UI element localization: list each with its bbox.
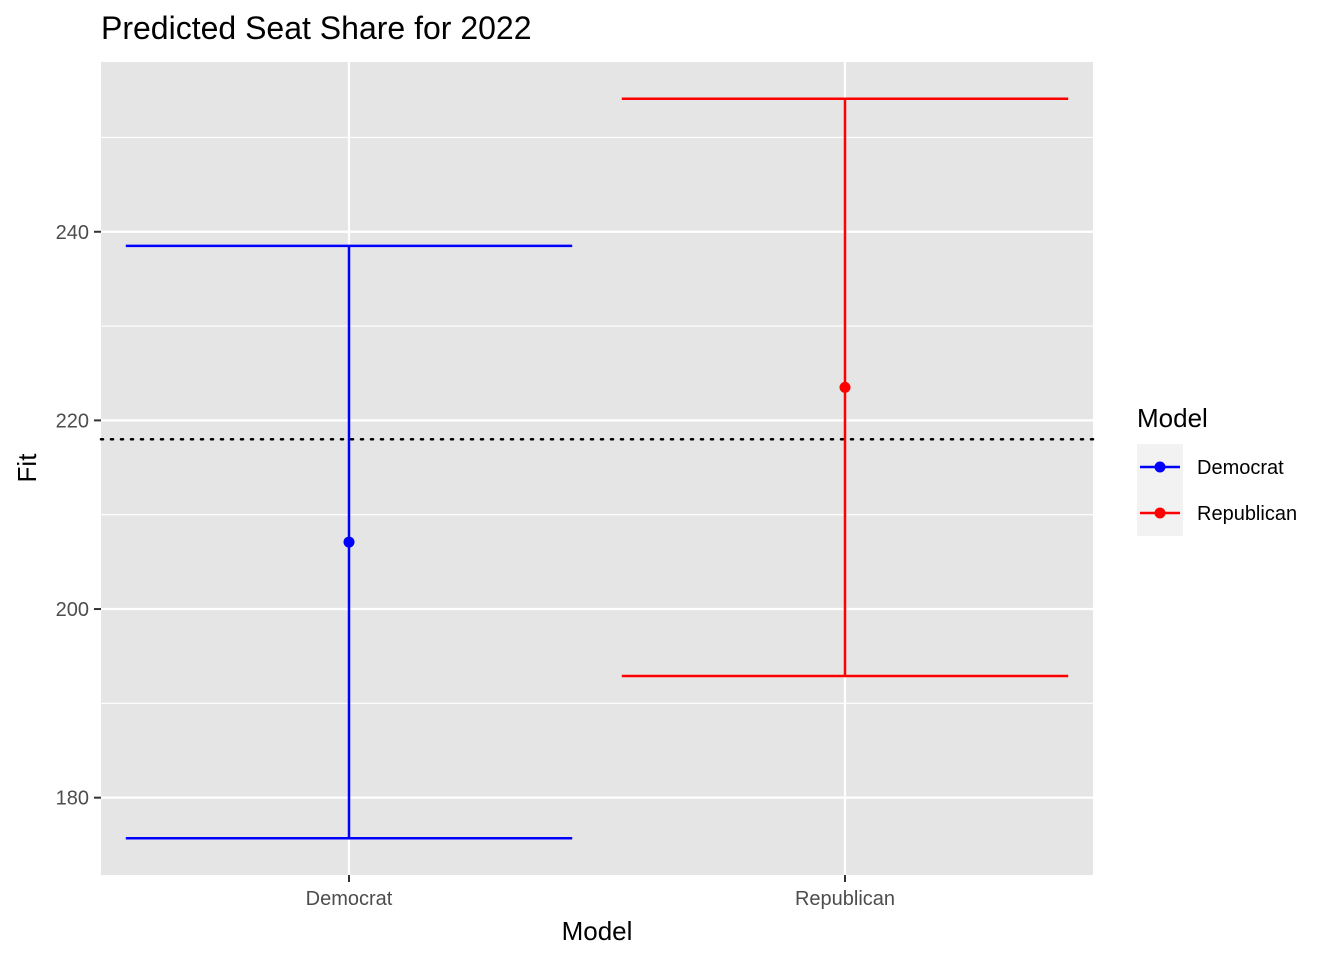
grid-minor <box>101 136 1093 704</box>
errorbar-democrat <box>125 244 573 840</box>
x-axis: Democrat Republican <box>306 875 895 910</box>
legend-entries: Democrat Republican <box>1140 457 1297 525</box>
legend: Model Democrat Republican <box>1137 403 1297 536</box>
legend-key-point <box>1154 461 1166 473</box>
plot-panel <box>101 62 1093 875</box>
legend-entry-republican: Republican <box>1140 503 1297 525</box>
y-axis-title: Fit <box>12 453 42 483</box>
y-tick-label: 180 <box>56 788 89 810</box>
y-tick-label: 220 <box>56 410 89 432</box>
y-axis: 180 200 220 240 <box>56 222 101 810</box>
legend-key-background <box>1137 444 1183 536</box>
x-tick-label: Republican <box>795 888 895 910</box>
y-tick-label: 200 <box>56 599 89 621</box>
fit-point <box>343 536 355 548</box>
chart-title: Predicted Seat Share for 2022 <box>101 10 532 46</box>
legend-title: Model <box>1137 403 1208 433</box>
x-axis-title: Model <box>562 916 633 946</box>
errorbar-republican <box>621 97 1069 678</box>
legend-label: Democrat <box>1197 457 1284 479</box>
series-group <box>125 97 1069 840</box>
fit-point <box>839 381 851 393</box>
legend-entry-democrat: Democrat <box>1140 457 1284 479</box>
x-tick-label: Democrat <box>306 888 393 910</box>
y-tick-label: 240 <box>56 222 89 244</box>
legend-label: Republican <box>1197 503 1297 525</box>
legend-key-point <box>1154 507 1166 519</box>
